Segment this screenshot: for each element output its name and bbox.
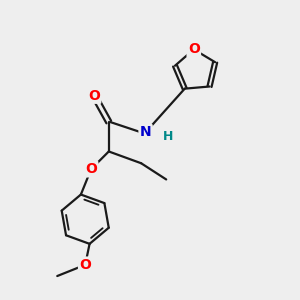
- Text: O: O: [85, 162, 97, 176]
- Text: O: O: [188, 42, 200, 56]
- Text: O: O: [79, 258, 91, 272]
- Text: N: N: [140, 125, 152, 139]
- Text: H: H: [163, 130, 173, 143]
- Text: O: O: [88, 88, 100, 103]
